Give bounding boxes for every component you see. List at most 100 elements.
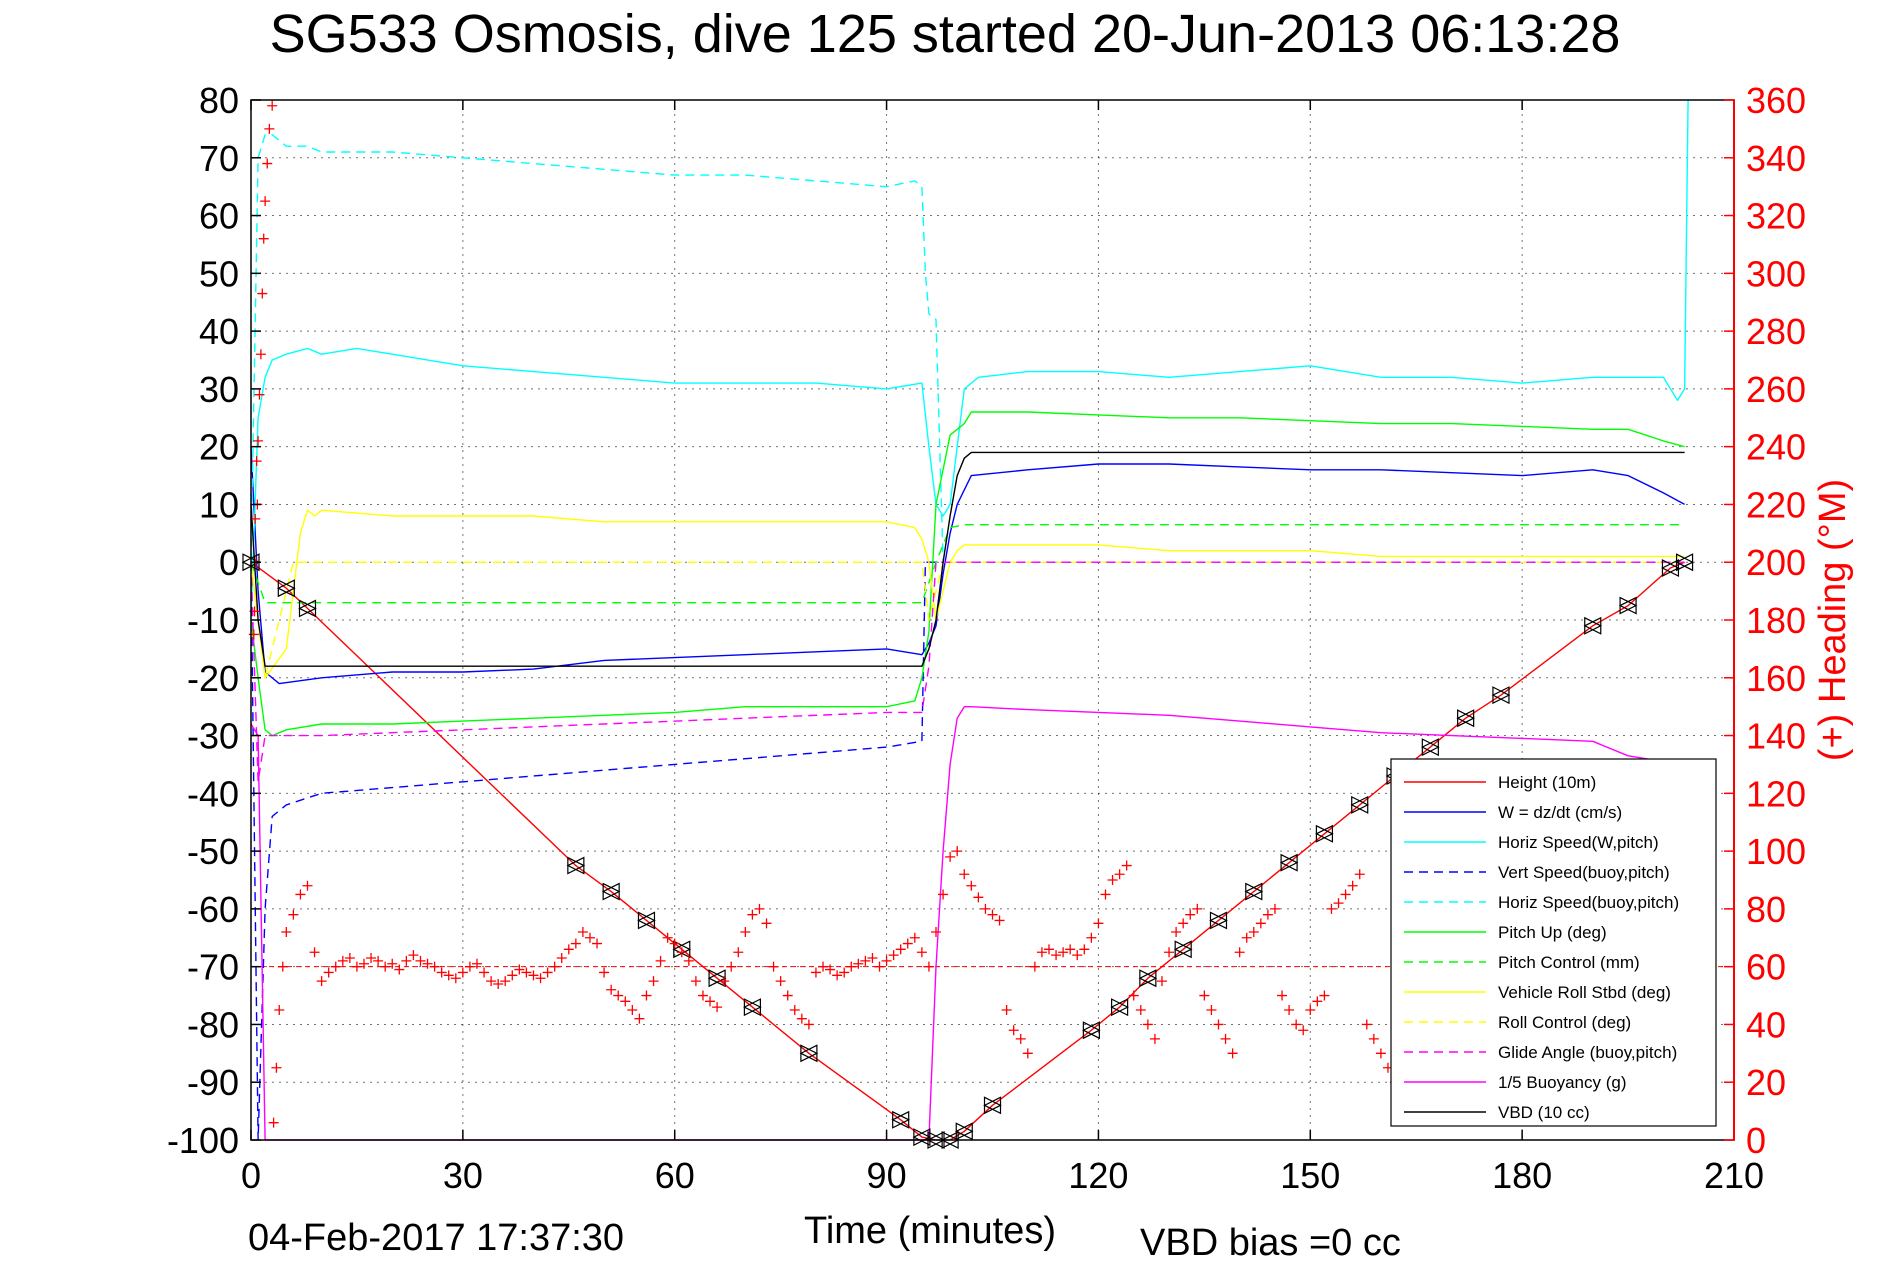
heading-point — [909, 932, 920, 943]
right-y-tick-label: 180 — [1746, 600, 1806, 641]
footer-timestamp: 04-Feb-2017 17:37:30 — [248, 1217, 624, 1259]
heading-point — [775, 976, 786, 987]
heading-point — [373, 955, 384, 966]
right-y-tick-label: 100 — [1746, 831, 1806, 872]
heading-point — [542, 967, 553, 978]
legend-label-9: Glide Angle (buoy,pitch) — [1498, 1043, 1677, 1062]
heading-point — [351, 961, 362, 972]
heading-point — [931, 927, 942, 937]
chart-title: SG533 Osmosis, dive 125 started 20-Jun-2… — [270, 4, 1621, 64]
legend: Height (10m) W = dz/dt (cm/s) Horiz Speed(… — [1390, 758, 1717, 1127]
heading-point — [528, 970, 539, 981]
legend-label-3: Vert Speed(buoy,pitch) — [1498, 863, 1670, 882]
height-marker — [912, 1128, 931, 1147]
heading-point — [1079, 944, 1090, 955]
height-marker — [1110, 998, 1129, 1017]
height-marker — [1350, 795, 1369, 814]
heading-point — [839, 967, 850, 978]
heading-point — [874, 961, 885, 972]
height-marker — [743, 998, 761, 1017]
heading-point — [980, 903, 991, 914]
heading-point — [521, 967, 532, 978]
heading-point — [1298, 1025, 1309, 1036]
y-tick-label: -70 — [187, 947, 239, 988]
height-marker — [707, 969, 726, 988]
heading-point — [262, 158, 273, 169]
x-tick-label: 210 — [1704, 1155, 1764, 1196]
heading-point — [599, 967, 610, 978]
heading-point — [1291, 1019, 1302, 1030]
height-marker — [1661, 559, 1680, 577]
heading-point — [1333, 898, 1344, 909]
heading-point — [1022, 1048, 1033, 1059]
heading-point — [1128, 990, 1139, 1001]
y-tick-label: -60 — [187, 889, 239, 930]
heading-point — [1227, 1048, 1238, 1059]
y-tick-label: -90 — [187, 1062, 239, 1103]
height-marker — [1315, 824, 1334, 843]
heading-point — [662, 932, 673, 943]
heading-point — [1058, 947, 1069, 958]
heading-point — [323, 967, 334, 978]
heading-point — [380, 961, 391, 972]
heading-point — [471, 958, 482, 969]
heading-point — [1347, 880, 1358, 891]
heading-point — [1199, 990, 1210, 1001]
heading-point — [337, 955, 348, 966]
heading-point — [507, 970, 518, 981]
heading-point — [1326, 903, 1337, 914]
legend-label-0: Height (10m) — [1498, 773, 1596, 792]
heading-point — [690, 976, 701, 987]
heading-point — [733, 947, 744, 958]
height-marker — [1138, 969, 1157, 988]
heading-point — [254, 389, 265, 400]
right-y-tick-label: 80 — [1746, 889, 1786, 930]
heading-point — [1171, 927, 1182, 937]
legend-label-5: Pitch Up (deg) — [1498, 923, 1607, 942]
right-y-tick-label: 120 — [1746, 773, 1806, 814]
heading-point — [316, 976, 327, 987]
heading-point — [302, 880, 313, 891]
heading-point — [535, 973, 546, 984]
heading-point — [916, 947, 927, 958]
heading-point — [344, 953, 355, 963]
heading-point — [1213, 1019, 1224, 1030]
heading-point — [1178, 918, 1189, 929]
heading-point — [288, 909, 299, 920]
heading-point — [1015, 1033, 1026, 1044]
heading-point — [493, 979, 504, 989]
right-y-tick-label: 40 — [1746, 1004, 1786, 1045]
heading-point — [1051, 950, 1062, 961]
right-y-tick-label: 160 — [1746, 658, 1806, 699]
right-y-tick-label: 220 — [1746, 484, 1806, 525]
y-tick-label: 50 — [199, 253, 239, 294]
height-marker — [1173, 940, 1192, 959]
heading-point — [832, 970, 843, 981]
right-y-tick-label: 60 — [1746, 947, 1786, 988]
heading-point — [274, 1005, 285, 1015]
heading-point — [387, 958, 398, 969]
height-marker — [1209, 911, 1228, 930]
heading-point — [705, 996, 716, 1007]
heading-point — [1086, 932, 1097, 943]
heading-point — [959, 869, 970, 880]
heading-point — [627, 1005, 638, 1015]
heading-point — [881, 955, 892, 966]
heading-point — [719, 976, 730, 987]
heading-point — [1185, 909, 1196, 920]
heading-point — [358, 958, 369, 969]
heading-point — [655, 955, 666, 966]
right-y-tick-label: 340 — [1746, 138, 1806, 179]
heading-point — [888, 950, 899, 961]
heading-point — [268, 1117, 279, 1128]
legend-label-8: Roll Control (deg) — [1498, 1013, 1631, 1032]
heading-point — [1164, 947, 1175, 958]
heading-point — [464, 961, 475, 972]
heading-point — [945, 851, 956, 862]
heading-point — [450, 973, 461, 984]
heading-point — [1100, 889, 1111, 900]
heading-point — [902, 938, 913, 949]
heading-point — [408, 950, 419, 961]
legend-label-11: VBD (10 cc) — [1498, 1103, 1590, 1122]
x-tick-label: 120 — [1068, 1155, 1128, 1196]
